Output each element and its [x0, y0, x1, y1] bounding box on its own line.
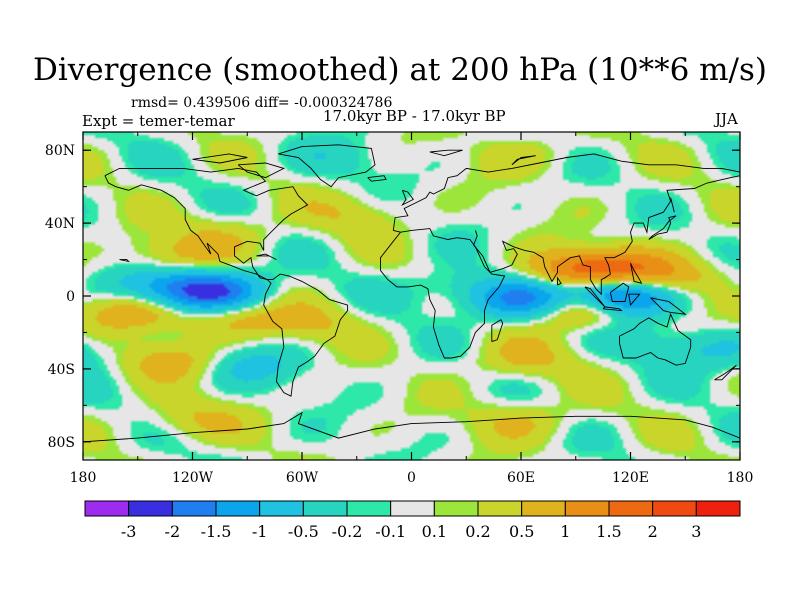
coastline-segment: [380, 228, 506, 359]
colorbar-box: [84, 500, 130, 517]
lon-tick-label: 180: [727, 470, 754, 486]
lat-tick-label: 80S: [48, 435, 75, 451]
colorbar-label: -1.5: [201, 522, 232, 541]
colorbar: -3 -2 -1.5 -1 -0.5 -0.2 -0.1 0.1 0.2 0.5 1 1.5 2 3: [84, 500, 741, 541]
colorbar-label: -0.5: [288, 522, 319, 541]
colorbar-label: -0.1: [375, 522, 406, 541]
colorbar-box: [433, 500, 479, 517]
colorbar-box: [521, 500, 566, 517]
coastline-segment: [83, 411, 740, 443]
colorbar-box: [564, 500, 610, 517]
coastline-segment: [630, 263, 643, 284]
coastline-segment: [119, 259, 130, 263]
coastline-segment: [609, 282, 630, 302]
lat-tick-label: 0: [66, 289, 75, 305]
coastline-segment: [650, 297, 687, 315]
lon-tick-label: 180: [70, 470, 97, 486]
coastline-segment: [429, 149, 463, 157]
divergence-field: [83, 132, 740, 460]
coastline-segment: [392, 153, 740, 231]
lon-tick-label: 60E: [507, 470, 535, 486]
coastline-segment: [237, 162, 286, 179]
coastline-segment: [367, 175, 387, 182]
colorbar-box: [695, 500, 741, 517]
colorbar-box: [390, 500, 435, 517]
axis-ticks: 80N 40N 0 40S 80S 180 120W 60W 0 60E 120E 180: [45, 132, 753, 486]
plot-title: Divergence (smoothed) at 200 hPa (10**6 …: [33, 52, 767, 88]
coastline-segment: [670, 197, 675, 213]
colorbar-box: [477, 500, 523, 517]
coastline-segment: [557, 276, 562, 286]
lon-tick-label: 60W: [286, 470, 319, 486]
colorbar-label: -3: [121, 522, 137, 541]
colorbar-label: 2: [648, 522, 658, 541]
colorbar-label: -1: [252, 522, 268, 541]
experiment-label: Expt = temer-temar: [82, 112, 235, 130]
colorbar-box: [608, 500, 654, 517]
coastline-segment: [192, 153, 248, 164]
colorbar-box: [128, 500, 173, 517]
coastline-segment: [401, 189, 414, 207]
coastlines: [83, 144, 740, 443]
coastline-segment: [619, 312, 692, 366]
coastline-segment: [104, 167, 349, 397]
coastline-segment: [628, 293, 641, 307]
colorbar-box: [171, 500, 217, 517]
coastline-segment: [714, 364, 737, 381]
colorbar-label: 1: [560, 522, 570, 541]
lat-tick-label: 40N: [45, 216, 75, 232]
coastline-segment: [602, 306, 623, 312]
lat-tick-label: 40S: [48, 362, 75, 378]
coastline-segment: [491, 319, 504, 343]
colorbar-label: 0.2: [465, 522, 490, 541]
season-label: JJA: [715, 110, 738, 128]
colorbar-label: -2: [165, 522, 181, 541]
lon-tick-label: 120W: [172, 470, 214, 486]
coastline-segment: [278, 144, 376, 188]
coastline-segment: [104, 175, 268, 281]
lat-tick-label: 80N: [45, 143, 75, 159]
colorbar-box: [215, 500, 261, 517]
colorbar-label: 1.5: [596, 522, 621, 541]
colorbar-label: 3: [691, 522, 701, 541]
period-label: 17.0kyr BP - 17.0kyr BP: [323, 107, 506, 125]
lon-tick-label: 0: [407, 470, 416, 486]
coastline-segment: [511, 155, 536, 166]
coastline-segment: [648, 215, 677, 240]
lon-tick-label: 120E: [612, 470, 649, 486]
colorbar-box: [302, 500, 348, 517]
colorbar-box: [346, 500, 392, 517]
rmsd-diff-text: rmsd= 0.439506 diff= -0.000324786: [131, 95, 393, 111]
coastline-segment: [584, 286, 606, 308]
colorbar-label: -0.2: [332, 522, 363, 541]
coastline-segment: [473, 175, 740, 296]
colorbar-label: 0.5: [509, 522, 534, 541]
coastline-segment: [256, 253, 277, 261]
colorbar-box: [652, 500, 697, 517]
colorbar-label: 0.1: [422, 522, 447, 541]
colorbar-box: [259, 500, 304, 517]
